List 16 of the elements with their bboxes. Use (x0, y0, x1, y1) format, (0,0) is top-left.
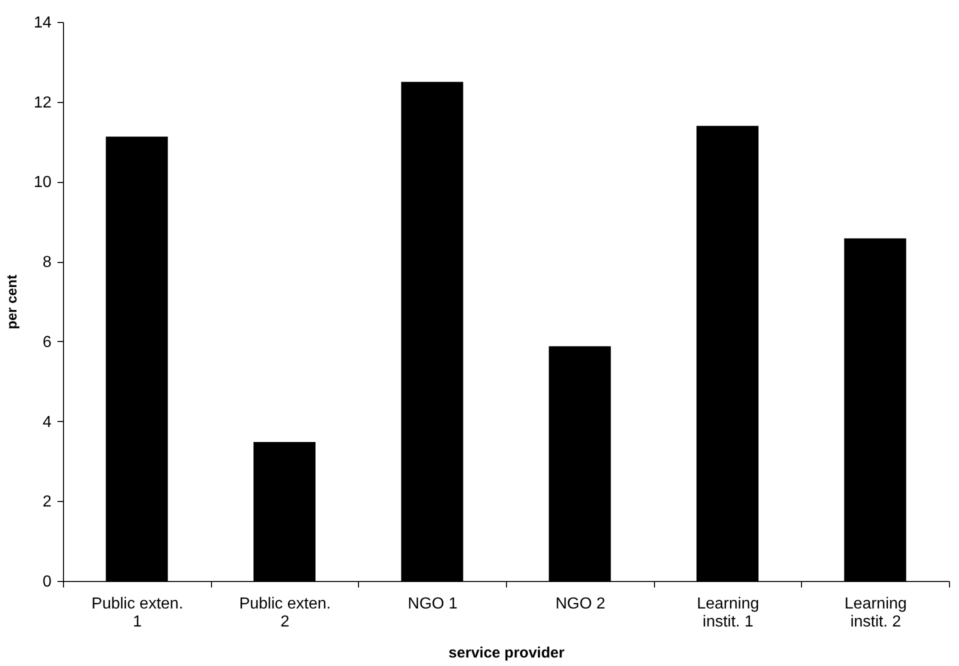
y-tick-label: 6 (42, 334, 52, 351)
y-tick-label: 0 (42, 574, 52, 590)
y-tick-label: 4 (42, 414, 52, 431)
x-tick-label: Public exten. 2 (239, 596, 331, 630)
y-tick-label: 8 (42, 254, 52, 272)
y-tick-label: 10 (34, 174, 52, 192)
x-tick-label: NGO 1 (408, 596, 458, 612)
x-tick-label: Public exten. 1 (92, 596, 184, 630)
y-tick-label: 2 (42, 494, 52, 511)
y-axis-title: per cent (4, 274, 20, 330)
x-tick-label: Learning instit. 2 (844, 596, 907, 630)
y-tick-label: 12 (34, 94, 52, 112)
y-tick-label: 14 (34, 14, 52, 32)
x-tick-label: Learning instit. 1 (696, 596, 760, 630)
x-tick-label: NGO 2 (555, 596, 606, 612)
x-axis-title: service provider (448, 644, 565, 662)
